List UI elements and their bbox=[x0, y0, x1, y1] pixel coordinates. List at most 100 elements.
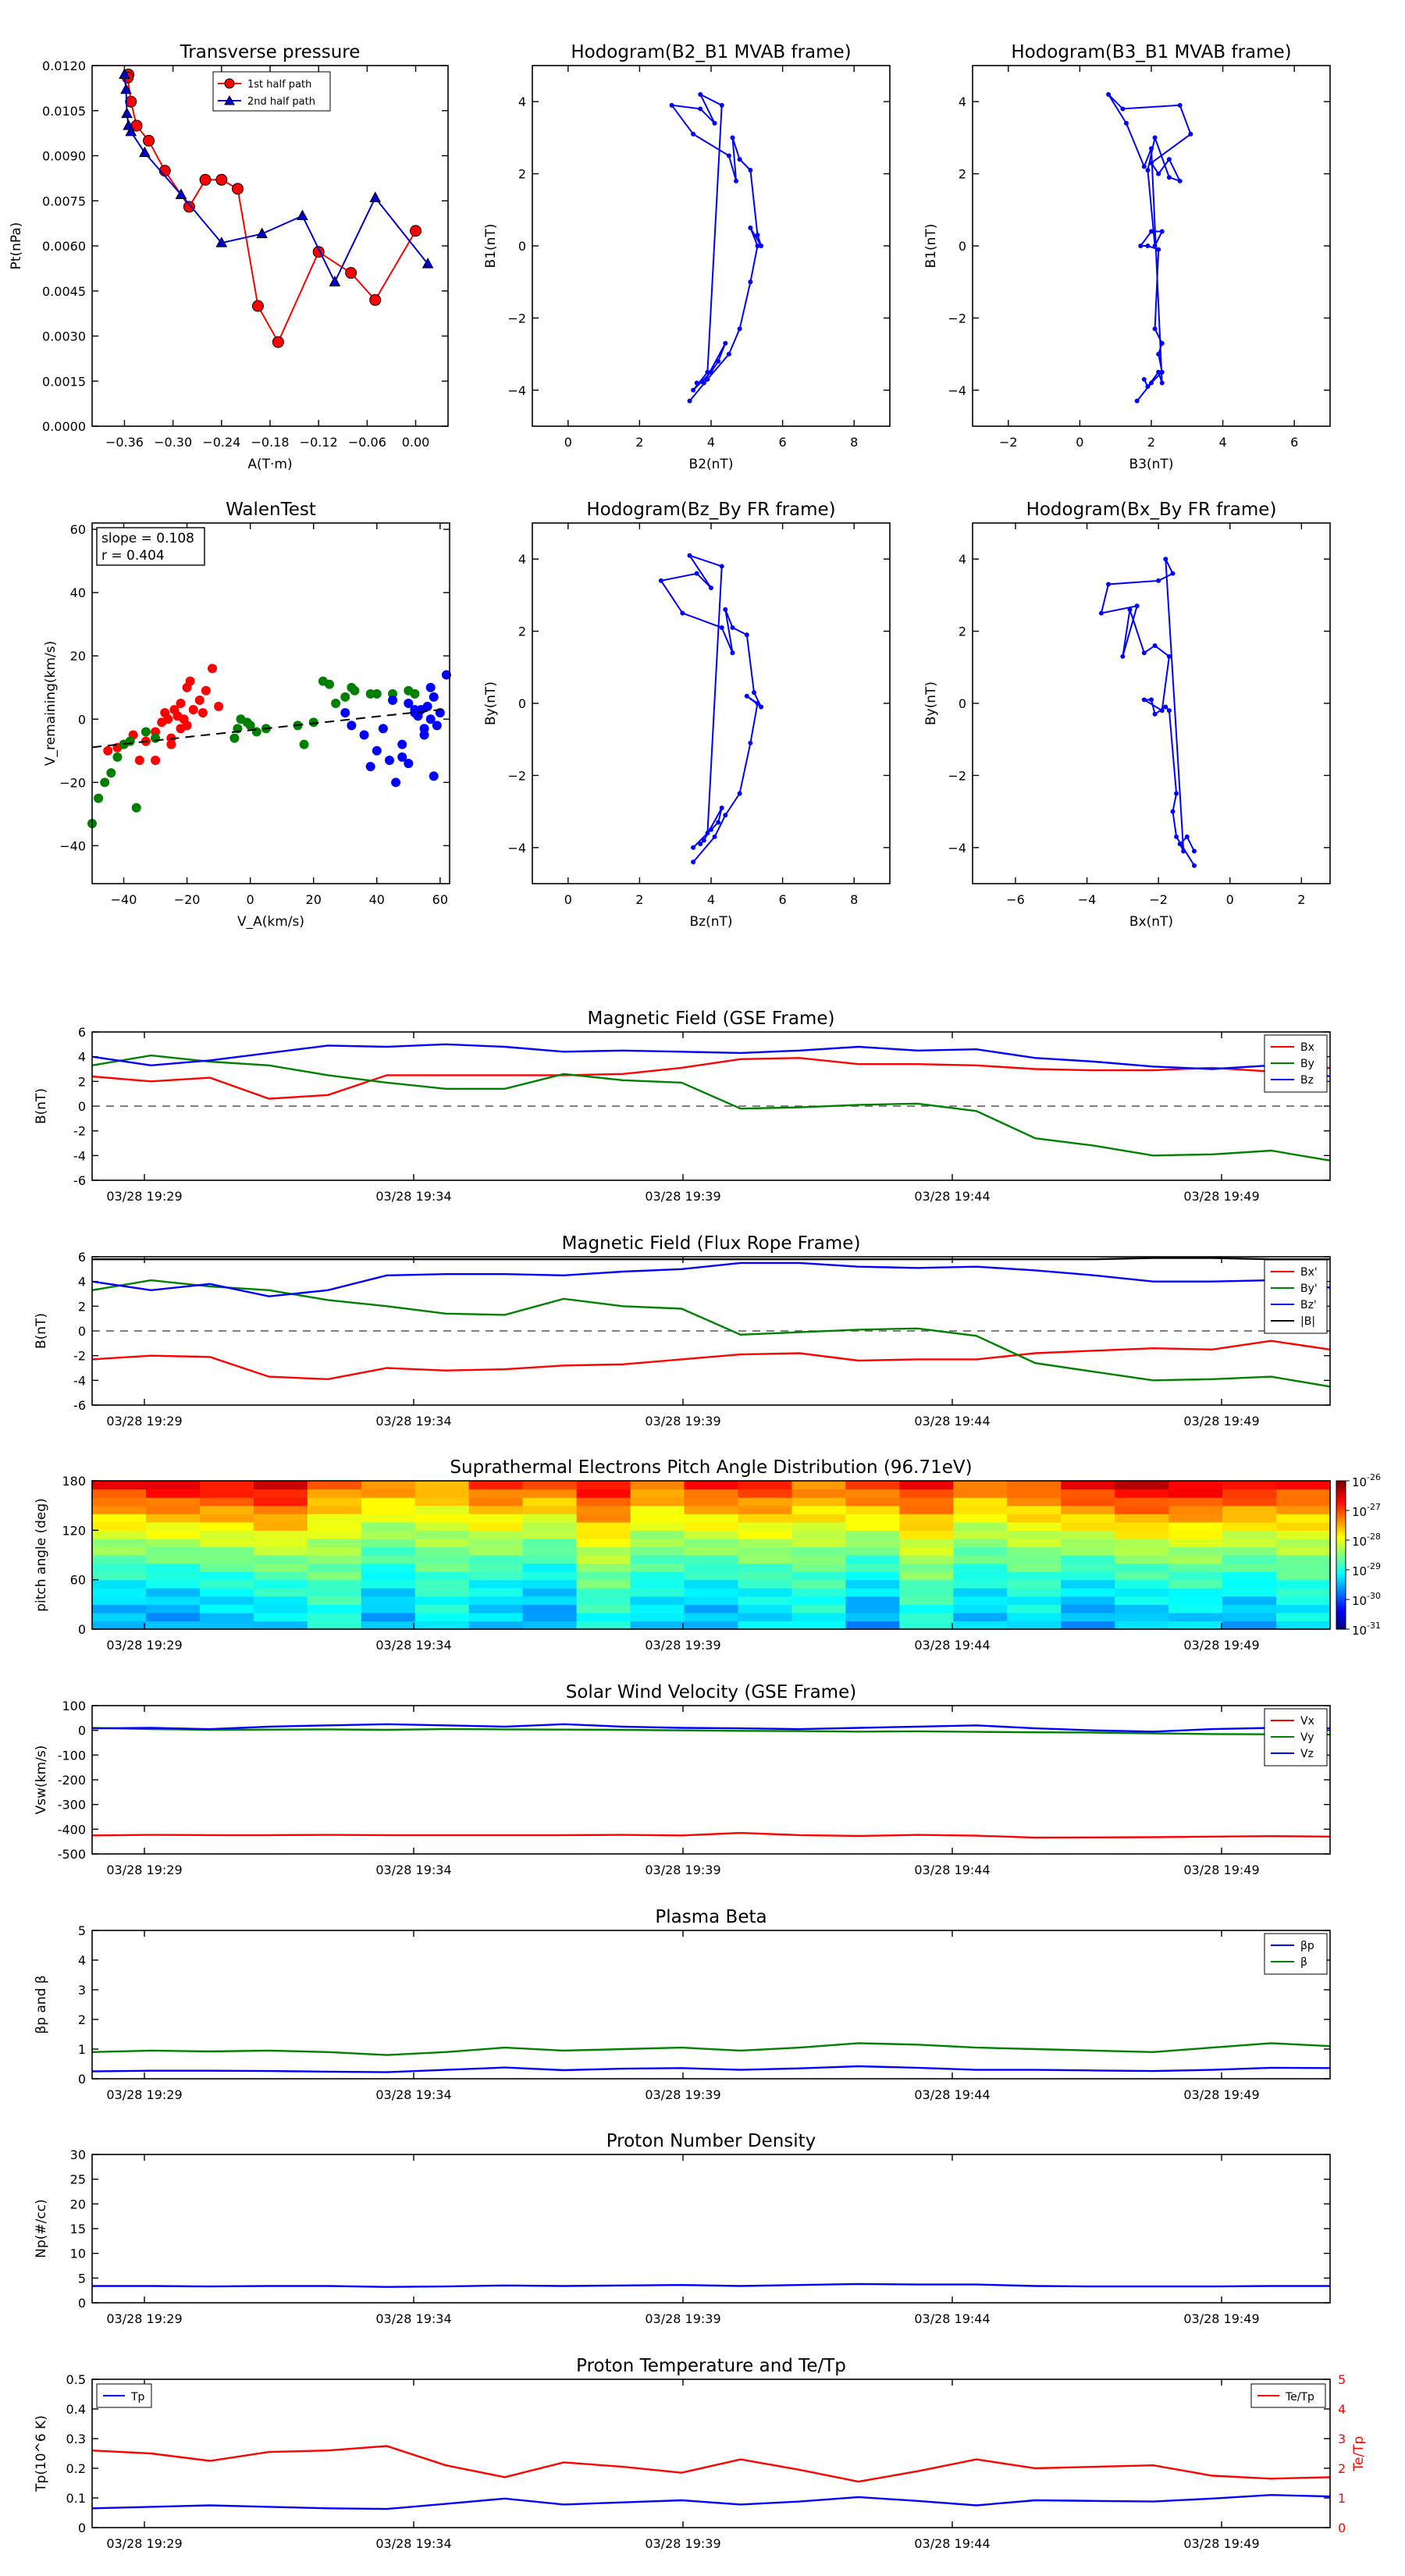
pitch-angle-distribution-cell bbox=[145, 1604, 201, 1614]
hodogram-bx-by-y-tick-label: 2 bbox=[959, 624, 966, 639]
hodogram-b3-b1-y-tick-label: −2 bbox=[948, 311, 966, 326]
hodogram-bx-by-y-tick-label: −4 bbox=[948, 841, 966, 856]
magnetic-field-gse-y-tick-label: 2 bbox=[78, 1074, 86, 1089]
pitch-angle-distribution-cell bbox=[253, 1514, 308, 1523]
hodogram-bx-by-point bbox=[1159, 708, 1165, 713]
pitch-angle-distribution-cell bbox=[1168, 1505, 1223, 1514]
pitch-angle-distribution-cell bbox=[1115, 1596, 1169, 1605]
pitch-angle-distribution-cell bbox=[1007, 1497, 1062, 1507]
pitch-angle-distribution-cell bbox=[468, 1521, 524, 1531]
pitch-angle-distribution-colorbar-step bbox=[1336, 1507, 1346, 1511]
pitch-angle-distribution-cell bbox=[522, 1538, 578, 1548]
walen-test-point bbox=[422, 702, 432, 712]
transverse-pressure-x-tick-label: 0.00 bbox=[402, 435, 430, 450]
hodogram-b3-b1-x-tick-label: 4 bbox=[1219, 435, 1227, 450]
hodogram-b2-b1-y-label: B1(nT) bbox=[483, 224, 499, 269]
hodogram-b2-b1-y-tick-label: −2 bbox=[507, 311, 526, 326]
hodogram-bx-by-point bbox=[1152, 643, 1158, 649]
pitch-angle-distribution-cell bbox=[791, 1579, 846, 1589]
hodogram-bz-by-point bbox=[687, 553, 692, 558]
pitch-angle-distribution-cell bbox=[684, 1596, 739, 1605]
proton-temperature-frame bbox=[91, 2379, 1331, 2528]
plasma-beta-y-tick-label: 3 bbox=[78, 1983, 86, 1998]
pitch-angle-distribution-cell bbox=[1007, 1538, 1062, 1548]
pitch-angle-distribution-cell bbox=[1168, 1530, 1223, 1539]
solar-wind-velocity-frame bbox=[91, 1705, 1331, 1855]
magnetic-field-gse-series-line bbox=[91, 1054, 1331, 1162]
walen-test-point bbox=[372, 688, 382, 699]
proton-number-density-x-tick-label: 03/28 19:49 bbox=[1183, 2311, 1259, 2326]
pitch-angle-distribution-cell bbox=[738, 1489, 793, 1498]
pitch-angle-distribution-cell bbox=[199, 1563, 254, 1572]
pitch-angle-distribution-cell bbox=[630, 1514, 685, 1523]
magnetic-field-fr-y-tick-label: -4 bbox=[73, 1373, 86, 1388]
pitch-angle-distribution-cell bbox=[576, 1588, 631, 1597]
proton-number-density-y-tick-label: 20 bbox=[70, 2197, 86, 2211]
hodogram-bx-by-x-tick-label: 2 bbox=[1297, 892, 1305, 907]
solar-wind-velocity-y-tick-label: -300 bbox=[58, 1798, 86, 1813]
pitch-angle-distribution-x-tick-label: 03/28 19:44 bbox=[914, 1638, 990, 1653]
hodogram-bx-by-point bbox=[1184, 834, 1190, 839]
pitch-angle-distribution-cell bbox=[845, 1621, 900, 1630]
hodogram-bz-by-point bbox=[698, 841, 703, 847]
transverse-pressure-y-tick-label: 0.0015 bbox=[42, 374, 86, 389]
magnetic-field-gse-legend-label: Bz bbox=[1300, 1074, 1314, 1087]
pitch-angle-distribution-cell bbox=[414, 1489, 470, 1498]
pitch-angle-distribution-cell bbox=[684, 1530, 739, 1539]
pitch-angle-distribution-cell bbox=[253, 1579, 308, 1589]
pitch-angle-distribution-cell bbox=[414, 1571, 470, 1581]
proton-temperature-right-tick-label: 5 bbox=[1338, 2372, 1346, 2387]
solar-wind-velocity-y-tick-label: -400 bbox=[58, 1822, 86, 1837]
hodogram-bx-by-point bbox=[1120, 653, 1126, 659]
hodogram-b2-b1-point bbox=[726, 351, 731, 357]
pitch-angle-distribution-cell bbox=[1276, 1588, 1331, 1597]
proton-temperature-x-tick-label: 03/28 19:29 bbox=[106, 2536, 182, 2551]
walen-test-point bbox=[94, 793, 104, 803]
hodogram-bx-by-point bbox=[1163, 704, 1168, 710]
pitch-angle-distribution-colorbar-step bbox=[1336, 1488, 1346, 1492]
pitch-angle-distribution-cell bbox=[684, 1621, 739, 1630]
proton-number-density-series-line bbox=[92, 2282, 1330, 2288]
pitch-angle-distribution-cell bbox=[1061, 1497, 1115, 1507]
pitch-angle-distribution-cell bbox=[845, 1555, 900, 1564]
proton-temperature-x-tick-label: 03/28 19:34 bbox=[375, 2536, 451, 2551]
pitch-angle-distribution-cell bbox=[953, 1489, 1008, 1498]
transverse-pressure-y-tick-label: 0.0000 bbox=[42, 419, 86, 434]
hodogram-b2-b1-point bbox=[701, 380, 706, 386]
pitch-angle-distribution-cell bbox=[684, 1612, 739, 1622]
solar-wind-velocity-title: Solar Wind Velocity (GSE Frame) bbox=[566, 1682, 856, 1703]
pitch-angle-distribution-colorbar-step bbox=[1336, 1574, 1346, 1578]
walen-test-point bbox=[299, 739, 309, 749]
pitch-angle-distribution-cell bbox=[145, 1612, 201, 1622]
pitch-angle-distribution-cell bbox=[361, 1481, 416, 1490]
pitch-angle-distribution-cell bbox=[576, 1497, 631, 1507]
pitch-angle-distribution-cell bbox=[522, 1481, 578, 1490]
pitch-angle-distribution-cell bbox=[576, 1571, 631, 1581]
pitch-angle-distribution-cell bbox=[199, 1497, 254, 1507]
pitch-angle-distribution-cell bbox=[468, 1497, 524, 1507]
magnetic-field-gse-series-line bbox=[91, 1043, 1331, 1078]
pitch-angle-distribution-cell bbox=[199, 1538, 254, 1548]
pitch-angle-distribution-cell bbox=[1115, 1555, 1169, 1564]
pitch-angle-distribution-cell bbox=[522, 1530, 578, 1539]
pitch-angle-distribution-cell bbox=[145, 1555, 201, 1564]
pitch-angle-distribution-colorbar-step bbox=[1336, 1485, 1346, 1489]
hodogram-b3-b1-point bbox=[1149, 380, 1154, 386]
hodogram-bz-by-point bbox=[705, 831, 710, 836]
walen-test-point bbox=[331, 699, 341, 708]
pitch-angle-distribution-cell bbox=[1115, 1489, 1169, 1498]
pitch-angle-distribution-cell bbox=[845, 1497, 900, 1507]
pitch-angle-distribution-cell bbox=[468, 1530, 524, 1539]
pitch-angle-distribution-cell bbox=[92, 1621, 147, 1630]
pitch-angle-distribution-colorbar-step bbox=[1336, 1490, 1346, 1494]
pitch-angle-distribution-cell bbox=[522, 1555, 578, 1564]
walen-test-point bbox=[106, 768, 116, 778]
pitch-angle-distribution-cell bbox=[791, 1596, 846, 1605]
pitch-angle-distribution-cell bbox=[1168, 1579, 1223, 1589]
pitch-angle-distribution-cell bbox=[145, 1521, 201, 1531]
pitch-angle-distribution-colorbar-step bbox=[1336, 1624, 1346, 1628]
walen-test-point bbox=[384, 755, 394, 765]
pitch-angle-distribution-cell bbox=[361, 1538, 416, 1548]
pitch-angle-distribution-colorbar-exponent: -30 bbox=[1367, 1591, 1381, 1601]
pitch-angle-distribution-cell bbox=[199, 1604, 254, 1614]
